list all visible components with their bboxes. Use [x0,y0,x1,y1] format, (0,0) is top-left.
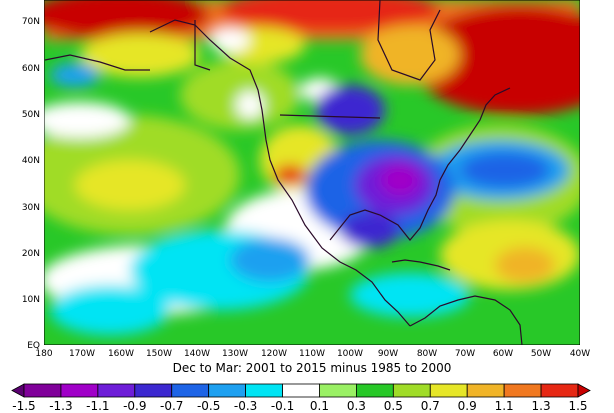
lat-tick-70n: 70N [22,17,40,27]
lat-tick-60n: 60N [22,64,40,74]
lon-tick-50w: 50W [531,349,551,359]
colorbar-label: 0.1 [310,399,329,413]
colorbar-right-arrow [577,383,591,398]
lat-tick-eq: EQ [27,341,40,351]
colorbar-label: 0.7 [421,399,440,413]
colorbar-swatch [23,383,62,398]
colorbar-label: -0.3 [234,399,257,413]
lon-tick-180: 180 [35,349,52,359]
lon-tick-70w: 70W [455,349,475,359]
colorbar-label: 0.5 [384,399,403,413]
colorbar-swatch [429,383,468,398]
longitude-tick-labels: 180 170W 160W 150W 140W 130W 120W 110W 1… [35,349,590,359]
colorbar-swatch [540,383,579,398]
colorbar-swatch [245,383,283,398]
colorbar-swatch [355,383,394,398]
colorbar-swatch [319,383,357,398]
lat-tick-10n: 10N [22,295,40,305]
colorbar-label: 1.3 [532,399,551,413]
colorbar-label: 0.3 [347,399,366,413]
lon-tick-100w: 100W [337,349,363,359]
colorbar-swatch [208,383,247,398]
lon-tick-170w: 170W [69,349,95,359]
map-caption: Dec to Mar: 2001 to 2015 minus 1985 to 2… [173,361,452,375]
colorbar-label: 0.9 [458,399,477,413]
lat-tick-30n: 30N [22,203,40,213]
colorbar-swatch [466,383,505,398]
colorbar-label: 1.1 [495,399,514,413]
colorbar-swatch [134,383,173,398]
lon-tick-90w: 90W [378,349,398,359]
colorbar-label: -0.7 [160,399,183,413]
colorbar-label: 1.5 [568,399,587,413]
lon-tick-150w: 150W [146,349,172,359]
lat-tick-40n: 40N [22,156,40,166]
colorbar-label: -0.5 [197,399,220,413]
lon-tick-130w: 130W [222,349,248,359]
lon-tick-140w: 140W [184,349,210,359]
lon-tick-60w: 60W [493,349,513,359]
colorbar-label: -1.3 [49,399,72,413]
colorbar-swatch [97,383,136,398]
lon-tick-160w: 160W [108,349,134,359]
lon-tick-40w: 40W [570,349,590,359]
colorbar-labels: -1.5 -1.3 -1.1 -0.9 -0.7 -0.5 -0.3 -0.1 0.1 0.3 0.… [12,399,587,413]
colorbar-swatch [392,383,431,398]
anomaly-field [44,0,580,345]
colorbar-label: -0.9 [123,399,146,413]
lat-tick-50n: 50N [22,110,40,120]
colorbar-swatch [282,383,320,398]
colorbar-label: -1.1 [86,399,109,413]
colorbar [11,383,591,398]
lon-tick-120w: 120W [261,349,287,359]
colorbar-left-arrow [11,383,25,398]
colorbar-swatch [503,383,542,398]
lon-tick-110w: 110W [299,349,325,359]
lat-tick-20n: 20N [22,249,40,259]
latitude-tick-labels: EQ 10N 20N 30N 40N 50N 60N 70N [22,17,40,351]
colorbar-label: -0.1 [271,399,294,413]
colorbar-swatch [171,383,210,398]
colorbar-swatch [60,383,99,398]
coastlines [44,0,523,345]
lon-tick-80w: 80W [417,349,437,359]
colorbar-label: -1.5 [12,399,35,413]
